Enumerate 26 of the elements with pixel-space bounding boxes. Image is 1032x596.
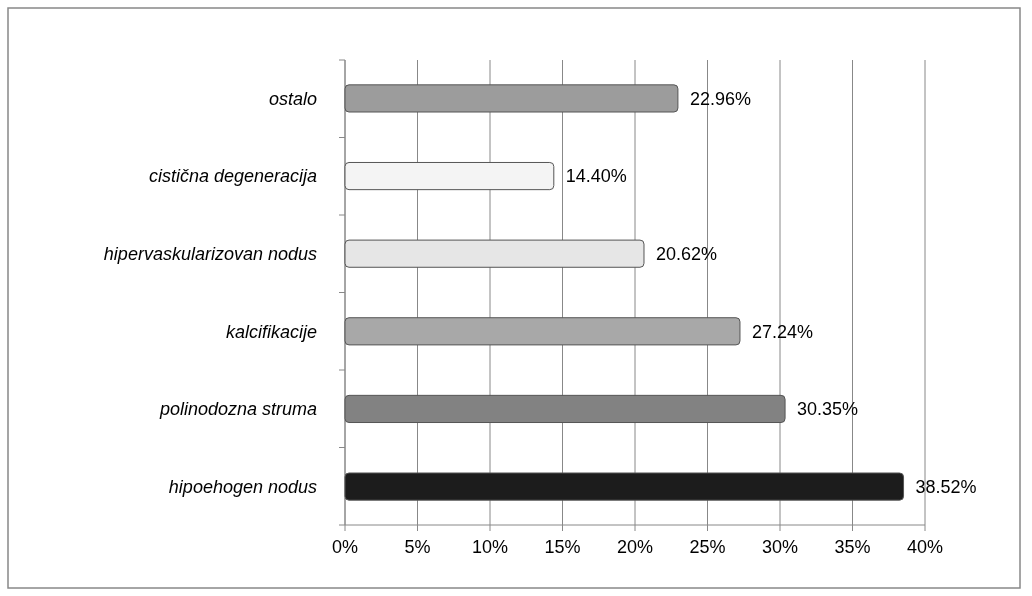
x-tick-label: 0%	[331, 537, 359, 557]
y-tick-label: kalcifikacije	[225, 321, 317, 342]
data-label: 20.62%	[655, 243, 718, 264]
y-tick-label: ostalo	[268, 88, 317, 109]
bar	[344, 84, 679, 113]
x-tick-label: 40%	[906, 537, 944, 557]
y-tick-label: hipoehogen nodus	[168, 476, 317, 497]
x-tick-label: 35%	[834, 537, 871, 557]
y-tick-label: polinodozna struma	[158, 399, 317, 420]
bar	[344, 239, 645, 268]
x-tick-label: 25%	[689, 537, 726, 557]
x-tick-label: 20%	[616, 537, 654, 557]
y-tick-label: cistična degeneracija	[148, 166, 317, 187]
y-tick-label: hipervaskularizovan nodus	[103, 243, 317, 264]
x-tick-label: 5%	[404, 537, 431, 557]
data-label: 14.40%	[565, 166, 627, 187]
bar	[344, 472, 905, 501]
x-tick-label: 10%	[471, 537, 509, 557]
x-tick-label: 30%	[761, 537, 799, 557]
data-label: 30.35%	[797, 399, 859, 420]
bar	[344, 317, 741, 346]
data-label: 22.96%	[689, 88, 751, 109]
bar	[344, 161, 555, 191]
x-tick-label: 15%	[544, 537, 581, 557]
data-label: 38.52%	[915, 476, 977, 497]
data-label: 27.24%	[751, 321, 814, 342]
